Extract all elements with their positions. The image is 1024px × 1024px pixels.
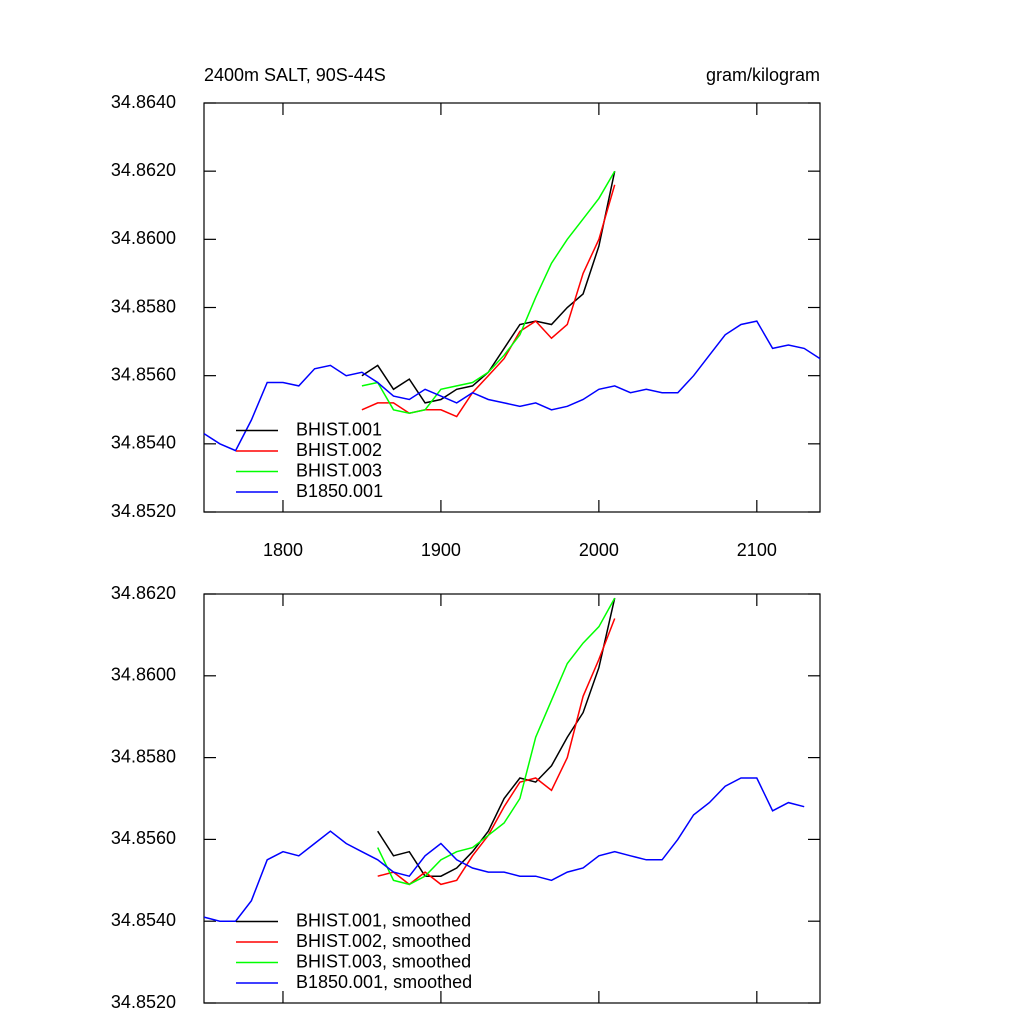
y-tick-label: 34.8520 <box>111 501 176 521</box>
x-tick-label: 2000 <box>579 540 619 560</box>
y-tick-label: 34.8620 <box>111 583 176 603</box>
y-tick-label: 34.8640 <box>111 92 176 112</box>
y-tick-label: 34.8620 <box>111 160 176 180</box>
y-tick-label: 34.8560 <box>111 828 176 848</box>
legend-label: BHIST.003 <box>296 460 382 480</box>
series-line <box>377 618 616 886</box>
legend-label: BHIST.003, smoothed <box>296 951 471 971</box>
y-tick-label: 34.8520 <box>111 992 176 1012</box>
series-line <box>377 597 616 886</box>
y-tick-label: 34.8540 <box>111 433 176 453</box>
series-line <box>203 320 821 452</box>
legend-label: B1850.001 <box>296 481 383 501</box>
units-label: gram/kilogram <box>706 65 820 85</box>
plot-frame <box>203 102 821 513</box>
legend-label: BHIST.001, smoothed <box>296 910 471 930</box>
y-tick-label: 34.8600 <box>111 228 176 248</box>
series-line <box>361 184 616 418</box>
y-tick-label: 34.8560 <box>111 364 176 384</box>
x-tick-label: 1800 <box>263 540 303 560</box>
y-tick-label: 34.8600 <box>111 665 176 685</box>
x-tick-label: 1900 <box>421 540 461 560</box>
series-line <box>377 597 616 877</box>
legend-label: BHIST.002 <box>296 440 382 460</box>
plot-frame <box>203 593 821 1004</box>
legend-label: BHIST.002, smoothed <box>296 931 471 951</box>
series-line <box>361 170 616 414</box>
y-tick-label: 34.8580 <box>111 296 176 316</box>
chart-title: 2400m SALT, 90S-44S <box>204 65 386 85</box>
legend-label: B1850.001, smoothed <box>296 972 472 992</box>
y-tick-label: 34.8580 <box>111 746 176 766</box>
x-tick-label: 2100 <box>737 540 777 560</box>
series-line <box>361 171 616 404</box>
legend-label: BHIST.001 <box>296 419 382 439</box>
series-line <box>203 777 805 922</box>
y-tick-label: 34.8540 <box>111 910 176 930</box>
